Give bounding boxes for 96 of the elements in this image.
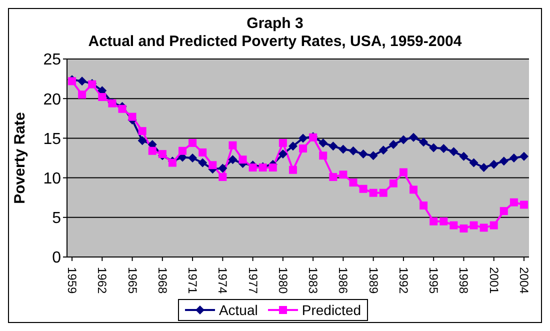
point <box>138 127 146 136</box>
point <box>98 93 106 102</box>
point <box>268 164 277 172</box>
point <box>490 221 498 230</box>
point <box>238 156 247 164</box>
point <box>369 188 378 197</box>
point <box>148 146 156 155</box>
point <box>379 188 388 197</box>
y-tick-label: 10 <box>43 170 62 188</box>
point <box>339 170 348 179</box>
point <box>499 156 508 166</box>
point <box>420 202 428 210</box>
x-tick-label: 2004 <box>516 267 531 294</box>
x-tick-label: 2001 <box>486 267 501 294</box>
x-tick-label: 1983 <box>306 267 320 294</box>
point <box>439 144 448 153</box>
point <box>188 138 197 147</box>
point <box>288 142 298 151</box>
point <box>78 76 87 86</box>
point <box>460 224 468 232</box>
point <box>470 221 478 230</box>
point <box>469 158 478 168</box>
x-tick-label: 1998 <box>456 267 471 294</box>
x-tick-label: 1995 <box>426 267 441 294</box>
x-tick-label: 1971 <box>186 267 200 294</box>
y-tick-label: 0 <box>52 250 62 267</box>
point <box>489 160 498 169</box>
point <box>479 163 488 172</box>
point <box>208 161 217 170</box>
y-axis-title: Poverty Rate <box>11 112 28 204</box>
x-tick-label: 1962 <box>95 267 110 294</box>
point <box>440 217 448 226</box>
y-tick-label: 5 <box>52 210 62 228</box>
point <box>128 112 136 121</box>
point <box>218 173 227 182</box>
x-tick-label: 1992 <box>396 267 410 294</box>
point <box>328 142 338 151</box>
y-tick-label: 20 <box>43 91 62 108</box>
point <box>450 221 458 230</box>
chart-subtitle: Actual and Predicted Poverty Rates, USA, 1959-2004 <box>87 33 463 51</box>
point <box>388 140 398 150</box>
x-tick-label: 1986 <box>336 267 350 294</box>
legend-label: Predicted <box>300 302 362 318</box>
point <box>429 143 438 152</box>
point <box>520 200 528 209</box>
point <box>198 148 207 156</box>
x-tick-label: 1959 <box>65 267 80 294</box>
chart-title: Graph 3 <box>246 15 304 33</box>
point <box>138 136 147 146</box>
point <box>278 150 288 159</box>
legend-label: Actual <box>218 302 258 318</box>
point <box>349 178 358 187</box>
point <box>509 154 518 162</box>
point <box>500 207 508 216</box>
point <box>410 186 418 194</box>
point <box>78 90 86 99</box>
point <box>459 152 468 161</box>
point <box>278 138 287 147</box>
x-tick-label: 1974 <box>216 267 230 294</box>
y-tick-label: 25 <box>43 52 62 69</box>
point <box>228 155 238 164</box>
point <box>329 173 338 182</box>
x-tick-label: 1977 <box>246 267 260 294</box>
point <box>399 168 408 176</box>
point <box>188 154 198 162</box>
x-tick-label: 1989 <box>366 267 380 294</box>
point <box>178 146 186 155</box>
point <box>378 146 388 155</box>
point <box>419 138 428 147</box>
point <box>348 146 358 156</box>
point <box>409 132 418 142</box>
point <box>449 147 458 156</box>
y-tick-label: 15 <box>43 130 62 148</box>
x-tick-label: 1980 <box>276 267 290 294</box>
point <box>198 158 208 168</box>
point <box>228 141 237 150</box>
point <box>299 144 308 152</box>
point <box>359 184 368 193</box>
point <box>288 166 297 174</box>
point <box>358 150 368 159</box>
x-tick-label: 1965 <box>125 267 140 294</box>
point <box>318 138 328 148</box>
point <box>368 151 378 160</box>
point <box>430 217 438 226</box>
x-tick-label: 1968 <box>155 267 170 294</box>
point <box>298 134 308 143</box>
point <box>338 144 348 154</box>
point <box>118 104 126 113</box>
point <box>510 198 518 206</box>
point <box>218 164 228 173</box>
point <box>398 135 408 144</box>
point <box>389 179 398 188</box>
point <box>480 224 488 232</box>
point <box>319 152 328 160</box>
point <box>519 152 528 161</box>
point <box>248 164 257 172</box>
